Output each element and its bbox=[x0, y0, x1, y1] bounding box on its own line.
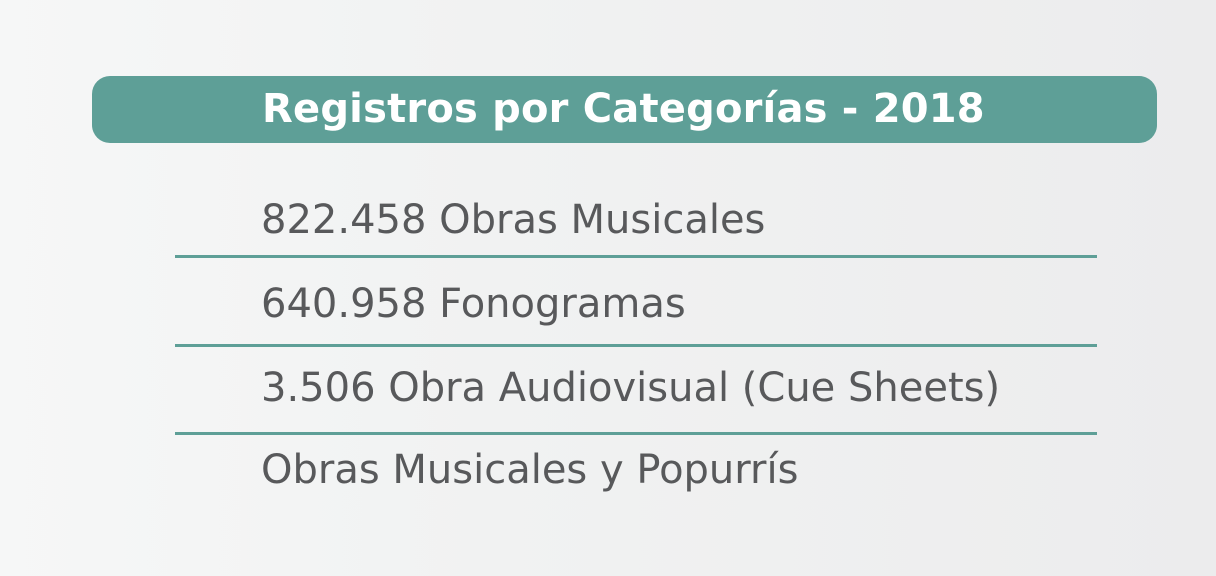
list-item-fonogramas: 640.958 Fonogramas bbox=[261, 281, 686, 327]
divider bbox=[175, 432, 1097, 435]
list-item-obras-musicales-popurris: Obras Musicales y Popurrís bbox=[261, 447, 799, 493]
page-title: Registros por Categorías - 2018 bbox=[262, 86, 985, 132]
divider bbox=[175, 255, 1097, 258]
list-item-obra-audiovisual: 3.506 Obra Audiovisual (Cue Sheets) bbox=[261, 365, 1001, 411]
divider bbox=[175, 344, 1097, 347]
header-bar: Registros por Categorías - 2018 bbox=[92, 76, 1157, 143]
list-item-obras-musicales: 822.458 Obras Musicales bbox=[261, 197, 766, 243]
